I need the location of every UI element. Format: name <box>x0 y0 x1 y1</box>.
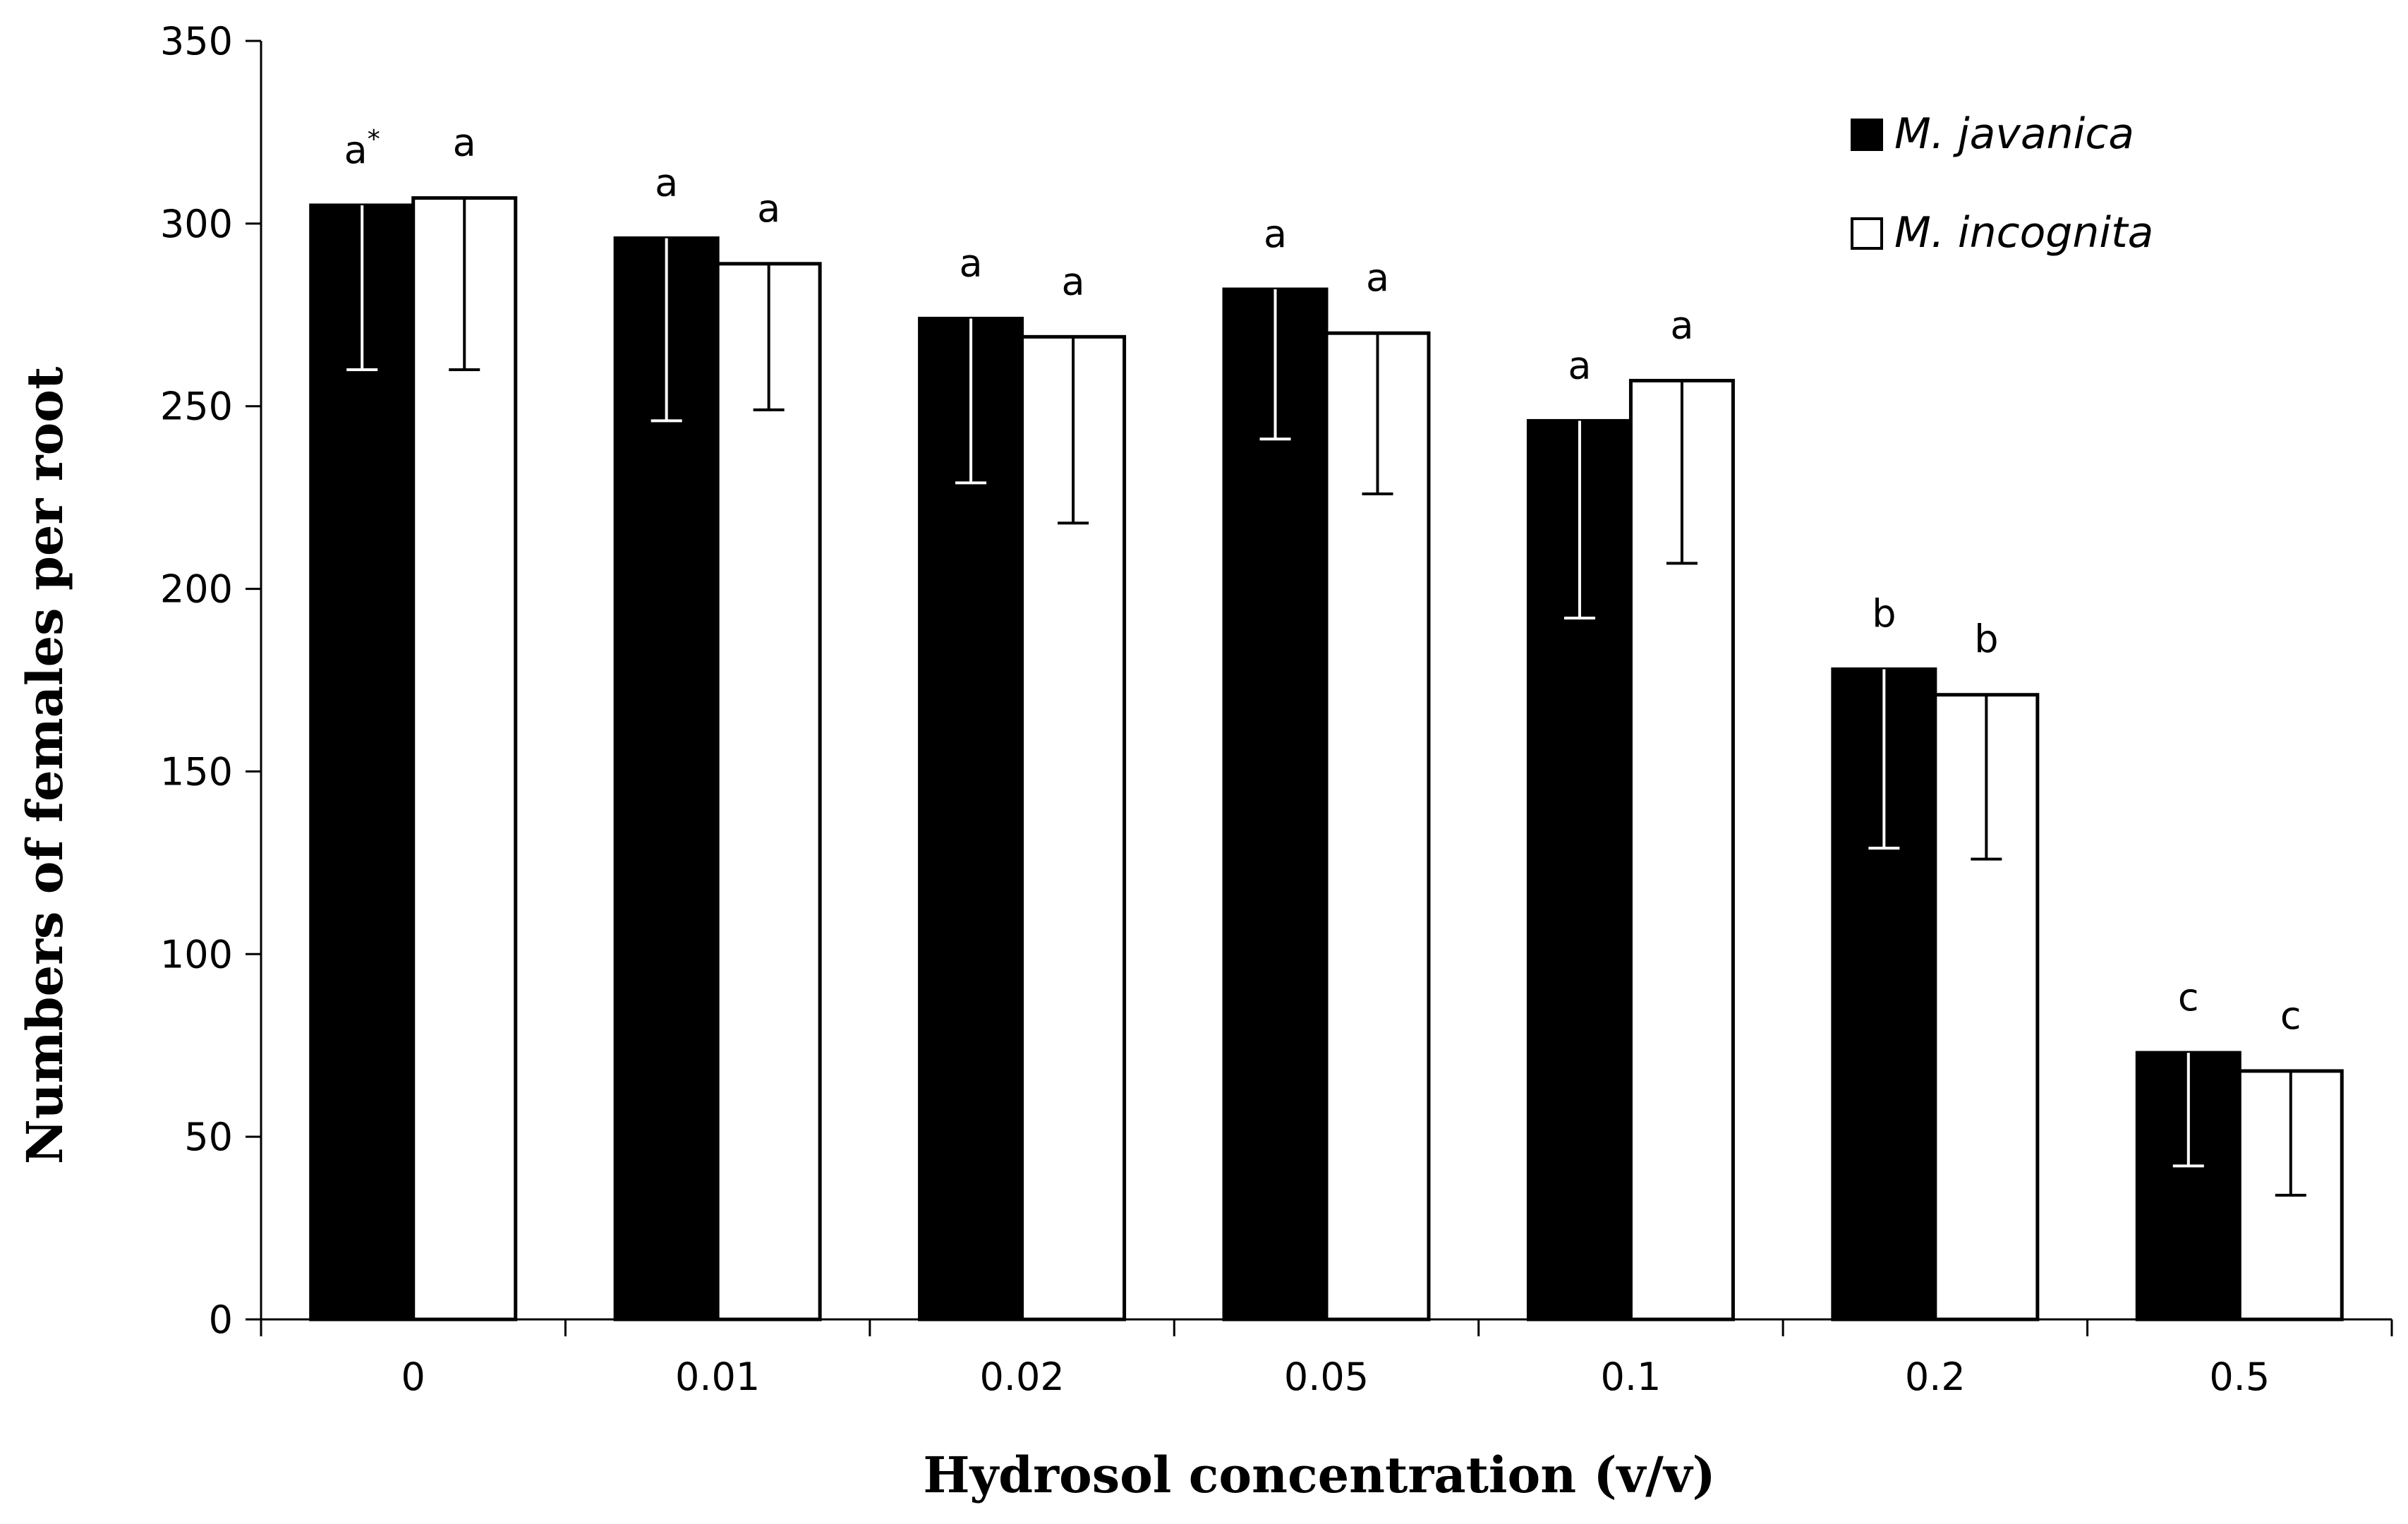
legend-swatch <box>1851 217 1883 250</box>
y-tick-label: 0 <box>209 1298 233 1342</box>
significance-label: a <box>960 241 983 285</box>
x-tick-label: 0 <box>401 1355 425 1399</box>
significance-label: a* <box>344 125 380 172</box>
bar <box>1324 331 1431 1322</box>
bars-layer <box>309 196 2344 1322</box>
y-tick-label: 150 <box>160 749 233 794</box>
y-tick-label: 250 <box>160 385 233 429</box>
significance-label: a <box>757 186 780 231</box>
x-tick-label: 0.02 <box>979 1355 1064 1399</box>
y-tick-label: 200 <box>160 567 233 612</box>
significance-label: a <box>655 161 678 205</box>
x-tick-label: 0.5 <box>2209 1355 2270 1399</box>
legend-label: M. javanica <box>1894 109 2134 159</box>
legend-label: M. incognita <box>1894 208 2153 258</box>
significance-superscript: * <box>368 125 380 154</box>
y-axis-title: Numbers of females per root <box>16 367 74 1165</box>
bar <box>1222 287 1329 1322</box>
significance-label: c <box>2178 975 2199 1020</box>
bar <box>309 203 416 1322</box>
x-tick-label: 0.05 <box>1284 1355 1369 1399</box>
y-tick-label: 50 <box>184 1115 233 1159</box>
significance-label: b <box>1974 617 1998 662</box>
x-tick-label: 0.01 <box>675 1355 760 1399</box>
y-tick-label: 100 <box>160 932 233 976</box>
x-tick-label: 0.2 <box>1905 1355 1966 1399</box>
significance-label: a <box>1366 255 1389 300</box>
significance-label: b <box>1872 591 1896 636</box>
x-axis-title: Hydrosol concentration (v/v) <box>923 1446 1715 1504</box>
bar <box>918 316 1024 1322</box>
significance-label: a <box>453 121 476 165</box>
significance-label: c <box>2280 993 2301 1038</box>
significance-label: a <box>1670 303 1693 347</box>
labels-layer: a* a a a a b c a a a a a b c <box>344 121 2301 1038</box>
y-tick-label: 300 <box>160 202 233 246</box>
legend-swatch <box>1851 119 1883 151</box>
x-tick-label: 0.1 <box>1600 1355 1661 1399</box>
y-tick-label: 350 <box>160 19 233 64</box>
bar <box>715 262 822 1322</box>
significance-label: a <box>1568 343 1591 387</box>
significance-label: a <box>1062 259 1085 303</box>
legend: M. javanica M. incognita <box>1851 109 2153 258</box>
significance-label: a <box>1264 212 1287 256</box>
bar <box>411 196 518 1322</box>
